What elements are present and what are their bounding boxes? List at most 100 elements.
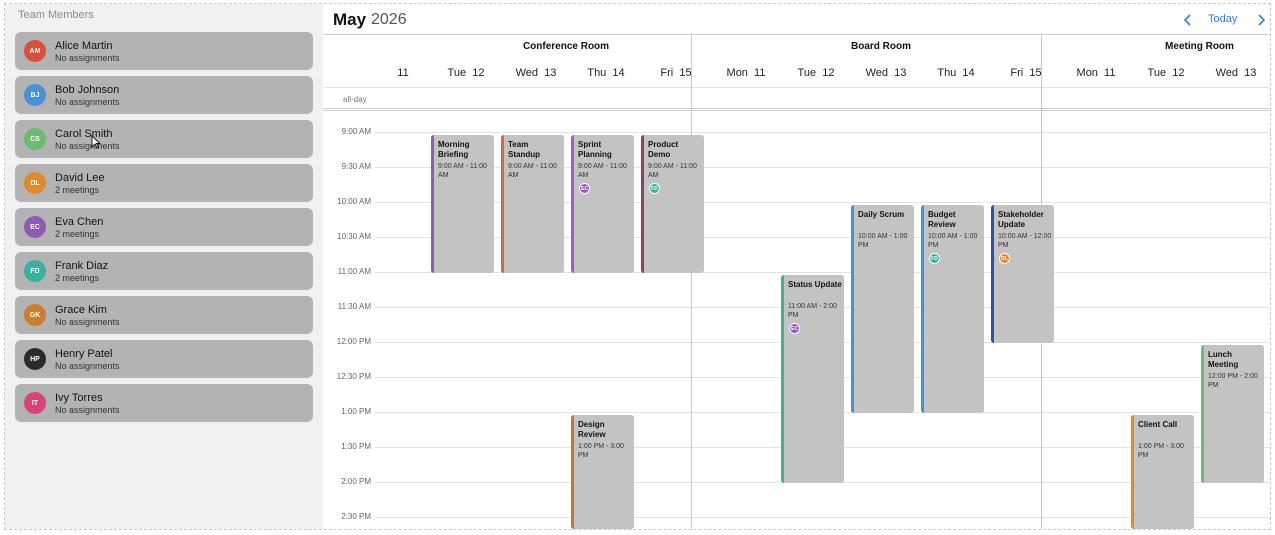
event-color-bar <box>571 415 574 529</box>
mouse-cursor-icon <box>91 135 101 149</box>
chevron-left-icon[interactable] <box>1183 13 1193 27</box>
day-header[interactable]: Thu 14 <box>587 67 625 79</box>
avatar: GK <box>24 304 46 326</box>
event-time: 11:00 AM - 2:00 PM <box>788 303 837 319</box>
event-time: 9:00 AM - 11:00 AM <box>578 163 627 179</box>
day-header[interactable]: Fri 15 <box>660 67 692 79</box>
member-name: David Lee <box>55 172 105 184</box>
calendar-year: 2026 <box>371 11 407 28</box>
day-header[interactable]: 11 <box>397 67 409 79</box>
member-card-ec[interactable]: EC Eva Chen 2 meetings <box>15 208 313 246</box>
member-card-fd[interactable]: FD Frank Diaz 2 meetings <box>15 252 313 290</box>
day-header[interactable]: Wed 13 <box>515 67 557 79</box>
event-lunch-meeting[interactable]: Lunch Meeting 12:00 PM - 2:00 PM <box>1201 345 1264 483</box>
event-time: 1:00 PM - 3:00 PM <box>578 443 624 459</box>
event-attendee-avatar: FD <box>929 253 940 264</box>
day-header[interactable]: Wed 13 <box>1215 67 1257 79</box>
member-card-cs[interactable]: CS Carol Smith No assignments <box>15 120 313 158</box>
event-title: Budget Review <box>928 210 956 229</box>
calendar-month: May <box>333 10 367 29</box>
event-attendee-avatar: FD <box>649 183 660 194</box>
event-time: 9:00 AM - 11:00 AM <box>508 163 557 179</box>
day-header[interactable]: Tue 12 <box>797 67 835 79</box>
room-header: Meeting Room <box>1165 41 1234 52</box>
time-label: 2:00 PM <box>341 477 371 486</box>
day-header[interactable]: Tue 12 <box>447 67 485 79</box>
time-label: 9:30 AM <box>341 162 371 171</box>
time-slot-line <box>375 237 1270 238</box>
all-day-label: all-day <box>343 95 367 104</box>
event-sprint-planning[interactable]: Sprint Planning 9:00 AM - 11:00 AM EC <box>571 135 634 273</box>
member-card-am[interactable]: AM Alice Martin No assignments <box>15 32 313 70</box>
event-color-bar <box>921 205 924 413</box>
avatar: HP <box>24 348 46 370</box>
avatar: EC <box>24 216 46 238</box>
member-assignments: 2 meetings <box>55 273 100 283</box>
avatar: BJ <box>24 84 46 106</box>
avatar: CS <box>24 128 46 150</box>
member-assignments: No assignments <box>55 141 120 151</box>
event-color-bar <box>501 135 504 273</box>
member-assignments: 2 meetings <box>55 229 100 239</box>
time-slot-line <box>375 272 1270 273</box>
grid-line <box>323 110 1270 111</box>
member-name: Eva Chen <box>55 216 104 228</box>
day-header[interactable]: Fri 15 <box>1010 67 1042 79</box>
today-button[interactable]: Today <box>1208 13 1238 25</box>
time-label: 10:00 AM <box>337 197 371 206</box>
time-label: 9:00 AM <box>341 127 371 136</box>
event-client-call[interactable]: Client Call 1:00 PM - 3:00 PM <box>1131 415 1194 529</box>
event-title: Design Review <box>578 420 606 439</box>
event-color-bar <box>431 135 434 273</box>
event-color-bar <box>851 205 854 413</box>
time-label: 2:30 PM <box>341 512 371 521</box>
member-assignments: No assignments <box>55 53 120 63</box>
day-header[interactable]: Thu 14 <box>937 67 975 79</box>
event-color-bar <box>1201 345 1204 483</box>
event-title: Sprint Planning <box>578 140 612 159</box>
member-assignments: No assignments <box>55 361 120 371</box>
day-header[interactable]: Mon 11 <box>1076 67 1116 79</box>
event-morning-briefing[interactable]: Morning Briefing 9:00 AM - 11:00 AM <box>431 135 494 273</box>
event-budget-review[interactable]: Budget Review 10:00 AM - 1:00 PM FD <box>921 205 984 413</box>
event-design-review[interactable]: Design Review 1:00 PM - 3:00 PM <box>571 415 634 529</box>
member-name: Grace Kim <box>55 304 107 316</box>
event-time: 10:00 AM - 1:00 PM <box>928 233 978 249</box>
time-slot-line <box>375 517 1270 518</box>
event-status-update[interactable]: Status Update 11:00 AM - 2:00 PM EC <box>781 275 844 483</box>
member-card-bj[interactable]: BJ Bob Johnson No assignments <box>15 76 313 114</box>
event-team-standup[interactable]: Team Standup 9:00 AM - 11:00 AM <box>501 135 564 273</box>
event-product-demo[interactable]: Product Demo 9:00 AM - 11:00 AM FD <box>641 135 704 273</box>
time-label: 10:30 AM <box>337 232 371 241</box>
member-card-it[interactable]: IT Ivy Torres No assignments <box>15 384 313 422</box>
room-separator <box>691 35 692 529</box>
team-members-sidebar: Team Members AM Alice Martin No assignment… <box>5 4 323 529</box>
calendar: May 2026 Today 9:00 AM 9:30 AM 10:00 AM 10:… <box>323 4 1270 529</box>
event-color-bar <box>571 135 574 273</box>
member-assignments: No assignments <box>55 317 120 327</box>
event-time: 9:00 AM - 11:00 AM <box>438 163 487 179</box>
event-color-bar <box>991 205 994 343</box>
event-title: Lunch Meeting <box>1208 350 1239 369</box>
day-header[interactable]: Mon 11 <box>726 67 766 79</box>
event-title: Stakeholder Update <box>998 210 1044 229</box>
chevron-right-icon[interactable] <box>1256 13 1266 27</box>
time-label: 12:30 PM <box>336 372 371 381</box>
event-time: 10:00 AM - 1:00 PM <box>858 233 908 249</box>
member-card-hp[interactable]: HP Henry Patel No assignments <box>15 340 313 378</box>
member-name: Frank Diaz <box>55 260 109 272</box>
event-daily-scrum[interactable]: Daily Scrum 10:00 AM - 1:00 PM <box>851 205 914 413</box>
member-card-dl[interactable]: DL David Lee 2 meetings <box>15 164 313 202</box>
member-card-gk[interactable]: GK Grace Kim No assignments <box>15 296 313 334</box>
day-header[interactable]: Wed 13 <box>865 67 907 79</box>
time-label: 12:00 PM <box>336 337 371 346</box>
member-assignments: 2 meetings <box>55 185 100 195</box>
day-header[interactable]: Tue 12 <box>1147 67 1185 79</box>
grid-line <box>323 108 1270 109</box>
time-slot-line <box>375 167 1270 168</box>
event-stakeholder-update[interactable]: Stakeholder Update 10:00 AM - 12:00 PM DL <box>991 205 1054 343</box>
event-time: 10:00 AM - 12:00 PM <box>998 233 1052 249</box>
time-label: 11:30 AM <box>337 302 371 311</box>
event-attendee-avatar: DL <box>999 253 1010 264</box>
event-time: 12:00 PM - 2:00 PM <box>1208 373 1258 389</box>
